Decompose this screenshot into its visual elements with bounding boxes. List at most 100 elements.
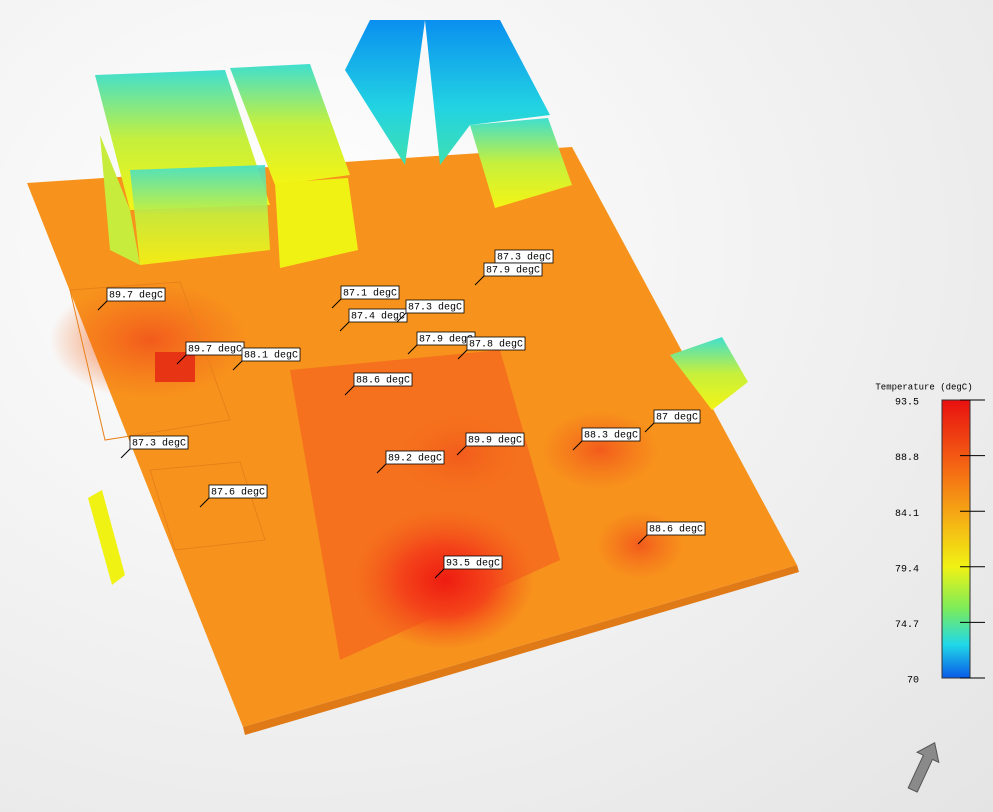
probe: 88.1 degC: [232, 347, 301, 371]
probe-leader: [456, 445, 467, 456]
probe-label: 93.5 degC: [446, 558, 500, 570]
probe-label: 88.6 degC: [649, 524, 703, 536]
probe-label: 87.9 degC: [419, 334, 473, 346]
probe-box: [348, 308, 408, 323]
component-outline: [69, 281, 231, 441]
probe-label: 87.6 degC: [211, 487, 265, 499]
probe-box: [353, 372, 413, 387]
probe: 87.8 degC: [457, 336, 526, 360]
probe: 87.3 degC: [120, 435, 189, 459]
probe-box: [208, 484, 268, 499]
probe-box: [241, 347, 301, 362]
probe-leader: [176, 354, 187, 365]
chip: [155, 352, 195, 382]
heat-sink: [130, 165, 270, 265]
probe-label: 87.3 degC: [497, 252, 551, 264]
legend-ticks: 93.5 88.8 84.1 79.4 74.7 70: [895, 398, 985, 687]
legend-title: Temperature (degC): [875, 382, 972, 392]
board-edge: [243, 565, 799, 735]
probe-box: [653, 409, 701, 424]
legend-tick-label: 93.5: [895, 398, 919, 409]
probe-label: 89.7 degC: [188, 344, 242, 356]
probe: 89.9 degC: [456, 432, 525, 456]
heat-sink: [470, 118, 572, 208]
probe-leader: [339, 321, 350, 332]
probe-box: [443, 555, 503, 570]
probe-leader: [97, 300, 108, 311]
probe-box: [106, 287, 166, 302]
orientation-arrow: [907, 742, 940, 793]
probe: 88.6 degC: [344, 372, 413, 396]
probe-leader: [344, 385, 355, 396]
probe-label: 87.3 degC: [132, 438, 186, 450]
color-scale: [941, 399, 971, 679]
probe-leader: [376, 463, 387, 474]
probe-label: 87.9 degC: [486, 265, 540, 277]
probe: 88.3 degC: [572, 427, 641, 451]
probe: 87.6 degC: [199, 484, 268, 508]
probe-leader: [199, 497, 210, 508]
probe-leader: [644, 422, 655, 433]
probe-box: [129, 435, 189, 450]
heat-sink: [100, 135, 140, 265]
legend-tick-label: 88.8: [895, 453, 919, 464]
probe-leader: [331, 298, 342, 309]
probe-leader: [120, 448, 131, 459]
connector: [88, 490, 125, 585]
hot-spot: [355, 510, 535, 650]
probe-box: [646, 521, 706, 536]
probe-label: 87.8 degC: [469, 339, 523, 351]
probe: 93.5 degC: [434, 555, 503, 579]
probe-leader: [474, 275, 485, 286]
probe-leader: [457, 349, 468, 360]
probe-label: 89.7 degC: [109, 290, 163, 302]
probe: 89.7 degC: [97, 287, 166, 311]
hot-spot: [595, 510, 685, 580]
probe: 89.7 degC: [176, 341, 245, 365]
probe-box: [340, 285, 400, 300]
component-outline: [149, 461, 266, 551]
probe-label: 88.6 degC: [356, 375, 410, 387]
probe: 89.2 degC: [376, 450, 445, 474]
probe-label: 87 degC: [656, 412, 698, 424]
heat-sink: [230, 64, 350, 185]
hot-spot: [540, 410, 660, 490]
probe-box: [385, 450, 445, 465]
probe-leader: [232, 360, 243, 371]
connector: [670, 337, 748, 410]
probe-label: 89.9 degC: [468, 435, 522, 447]
probe-label: 88.3 degC: [584, 430, 638, 442]
probe: 87.9 degC: [474, 262, 543, 286]
probe-leader: [434, 568, 445, 579]
probe-box: [405, 299, 465, 314]
probe: 87 degC: [644, 409, 701, 433]
probe-label: 89.2 degC: [388, 453, 442, 465]
probe-label: 87.3 degC: [408, 302, 462, 314]
probe-leader: [637, 534, 648, 545]
probe-box: [483, 262, 543, 277]
probe-label: 87.1 degC: [343, 288, 397, 300]
legend-tick-label: 74.7: [895, 620, 919, 631]
probe-leader: [572, 440, 583, 451]
probe-label: 88.1 degC: [244, 350, 298, 362]
legend-tick-label: 70: [907, 676, 919, 687]
probe: 88.6 degC: [637, 521, 706, 545]
legend-tick-label: 79.4: [895, 564, 919, 575]
probe-box: [465, 432, 525, 447]
heat-sink: [425, 20, 550, 165]
probe-label: 87.4 degC: [351, 311, 405, 323]
probe-leader: [407, 344, 418, 355]
heat-sink: [345, 20, 425, 165]
probe: 87.1 degC: [331, 285, 400, 309]
probe: 87.9 degC: [407, 331, 476, 355]
hot-spot: [50, 280, 250, 400]
probe-leader: [396, 312, 407, 323]
legend-tick-label: 84.1: [895, 509, 919, 520]
probe-box: [581, 427, 641, 442]
probe: 87.4 degC: [339, 308, 408, 332]
heat-sink: [275, 178, 358, 268]
probe-box: [466, 336, 526, 351]
